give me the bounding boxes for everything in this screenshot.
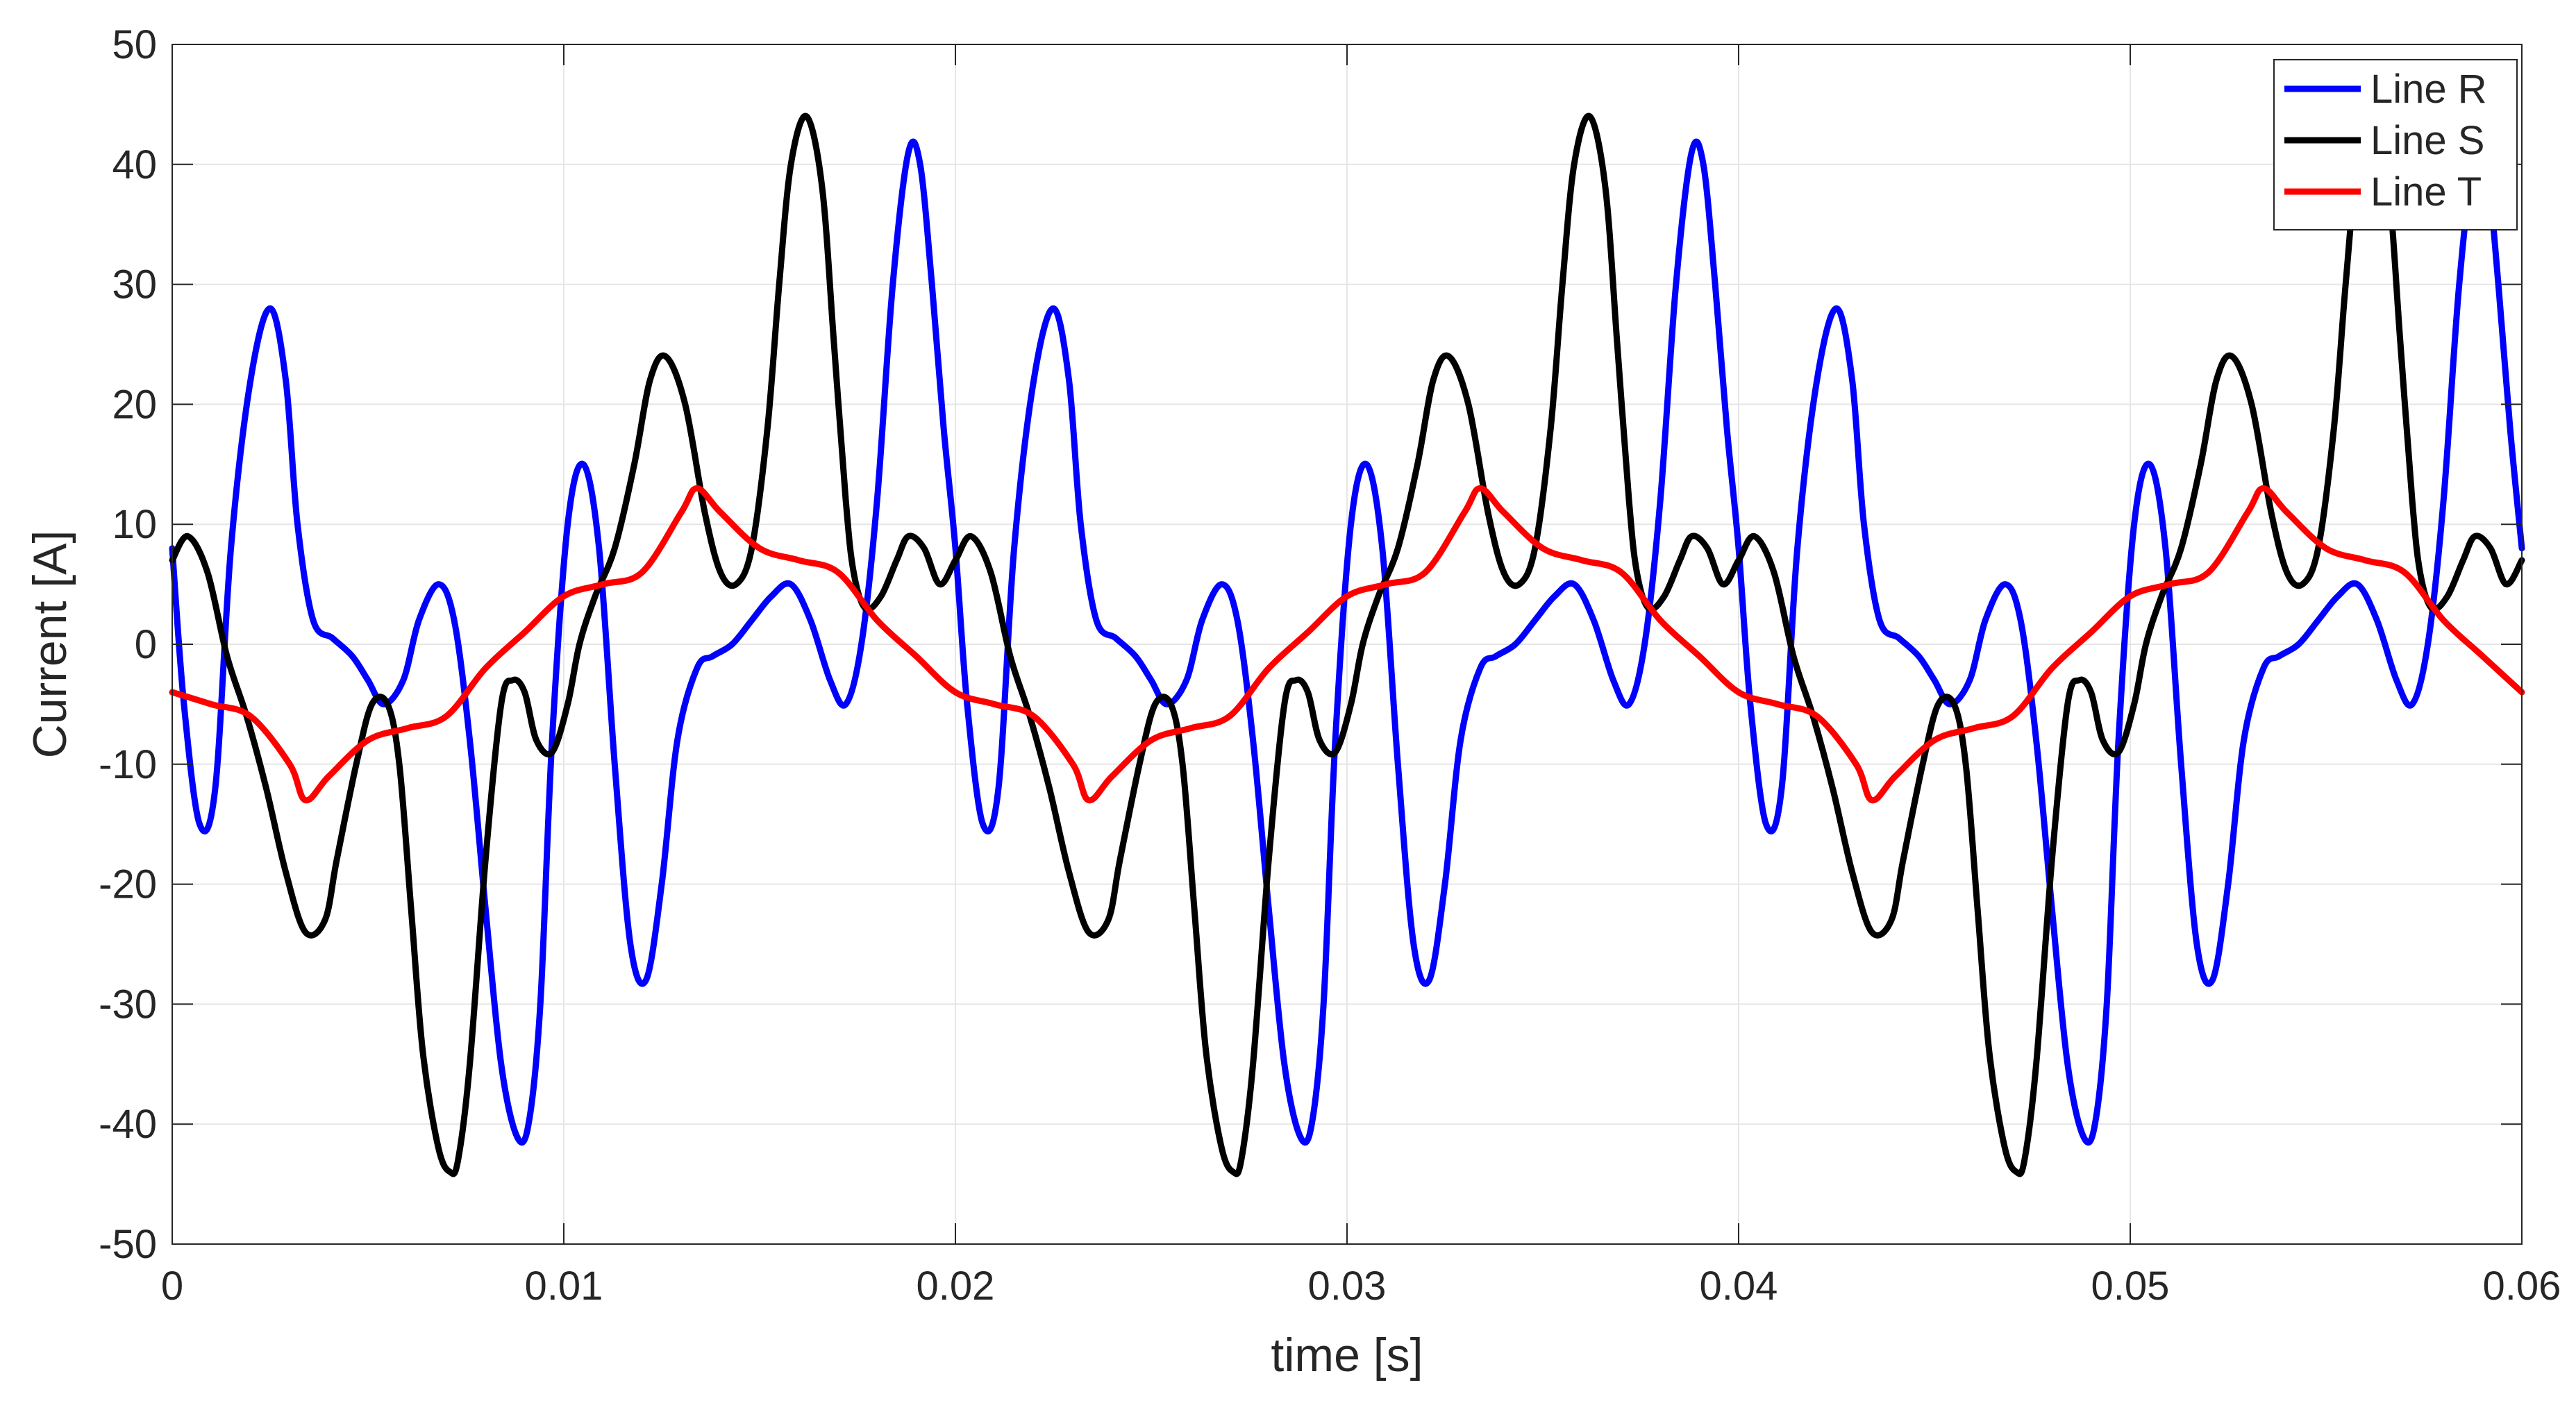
y-tick-label: -10 (99, 742, 157, 787)
x-tick-label: 0 (161, 1264, 183, 1309)
legend: Line R Line S Line T (2273, 59, 2518, 230)
series-line-line-r (169, 138, 2525, 1146)
y-tick-label: 0 (135, 622, 157, 667)
y-tick-label: 20 (112, 382, 157, 427)
x-tick-label: 0.02 (917, 1264, 995, 1309)
legend-label: Line R (2370, 67, 2487, 112)
y-tick-label: -40 (99, 1102, 157, 1147)
series-layer (169, 112, 2525, 1177)
y-tick-label: 50 (112, 22, 157, 67)
x-tick-label: 0.03 (1308, 1264, 1387, 1309)
y-tick-label: 40 (112, 142, 157, 187)
series-line-line-t (169, 485, 2525, 804)
y-tick-label: -50 (99, 1222, 157, 1267)
x-tick-label: 0.01 (525, 1264, 603, 1309)
series-line-line-s (169, 112, 2525, 1177)
y-tick-label: 30 (112, 262, 157, 308)
x-axis-label: time [s] (1271, 1329, 1423, 1382)
x-tick-label: 0.04 (1700, 1264, 1778, 1309)
tick-labels: 0 0.01 0.02 0.03 0.04 0.05 0.06 -50 -40 -30 -20 -10… (99, 22, 2561, 1309)
legend-label: Line S (2370, 118, 2484, 163)
x-tick-label: 0.06 (2483, 1264, 2561, 1309)
axis-ticks (172, 44, 2523, 1245)
y-tick-label: -30 (99, 982, 157, 1027)
x-tick-label: 0.05 (2091, 1264, 2170, 1309)
legend-label: Line T (2370, 169, 2482, 215)
y-axis-label: Current [A] (24, 530, 76, 759)
y-tick-label: -20 (99, 862, 157, 907)
y-tick-label: 10 (112, 502, 157, 547)
